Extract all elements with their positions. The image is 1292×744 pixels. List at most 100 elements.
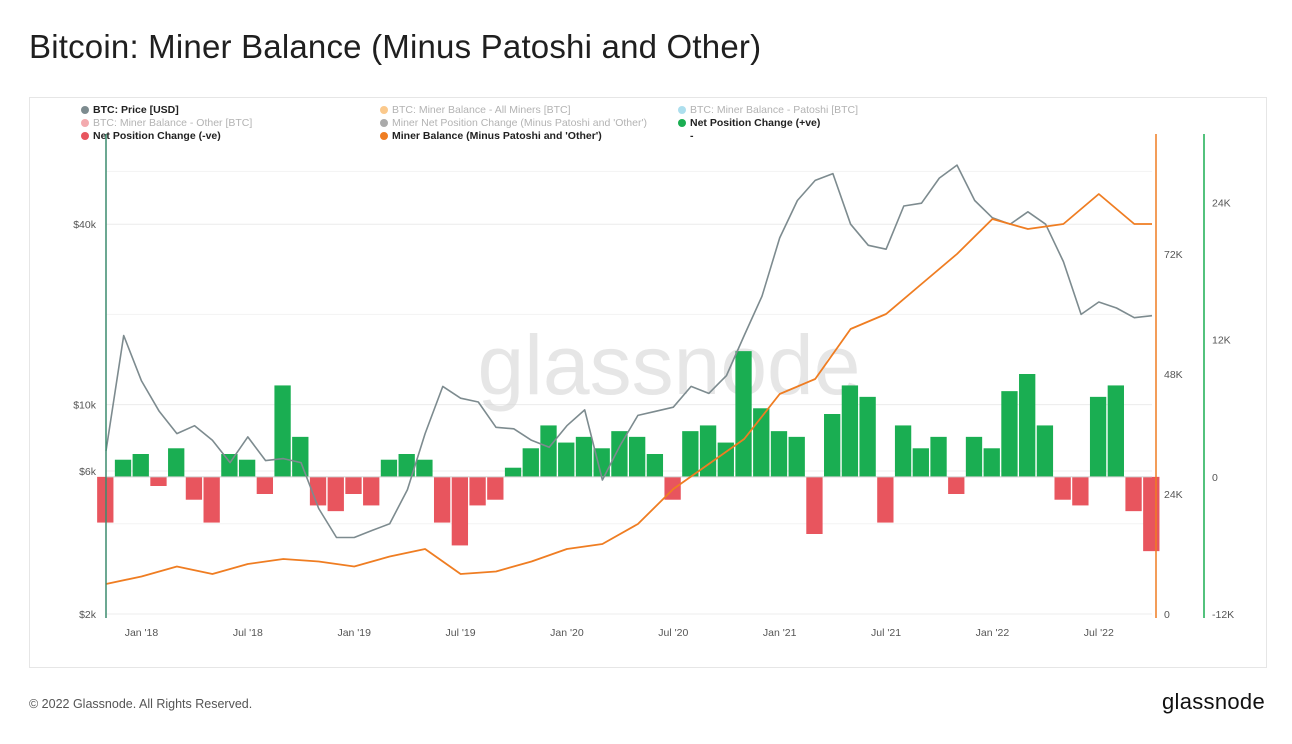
net-change-positive-bar bbox=[522, 448, 539, 477]
net-change-positive-bar bbox=[912, 448, 929, 477]
net-change-positive-bar bbox=[629, 436, 646, 477]
net-change-positive-bar bbox=[753, 408, 770, 477]
legend-label: Miner Net Position Change (Minus Patoshi… bbox=[392, 117, 647, 129]
net-change-positive-bar bbox=[611, 431, 628, 477]
net-change-negative-bar bbox=[469, 476, 486, 506]
net-change-negative-bar bbox=[256, 476, 274, 494]
legend-dot-icon bbox=[81, 132, 89, 140]
legend-dot-icon bbox=[81, 106, 89, 114]
legend-item[interactable]: BTC: Price [USD] bbox=[81, 104, 179, 116]
net-change-positive-bar bbox=[274, 385, 291, 477]
net-change-negative-bar bbox=[185, 476, 203, 500]
legend-item[interactable]: Miner Balance (Minus Patoshi and 'Other'… bbox=[380, 130, 602, 142]
legend-item[interactable]: BTC: Miner Balance - Other [BTC] bbox=[81, 117, 252, 129]
legend-label: BTC: Miner Balance - All Miners [BTC] bbox=[392, 104, 571, 116]
net-change-positive-bar bbox=[221, 454, 238, 477]
y-tick-label-change: -12K bbox=[1212, 609, 1234, 621]
net-change-positive-bar bbox=[132, 454, 149, 477]
y-tick-label-left: $10k bbox=[73, 400, 97, 412]
net-change-negative-bar bbox=[433, 476, 451, 523]
net-change-positive-bar bbox=[646, 454, 664, 477]
watermark-text: glassnode bbox=[478, 318, 861, 412]
y-tick-label-balance: 24K bbox=[1164, 489, 1183, 501]
net-change-positive-bar bbox=[168, 448, 185, 477]
legend-dot-icon bbox=[380, 106, 388, 114]
net-change-positive-bar bbox=[983, 448, 1000, 477]
legend-item[interactable]: BTC: Miner Balance - Patoshi [BTC] bbox=[678, 104, 858, 116]
legend-item[interactable]: Net Position Change (+ve) bbox=[678, 117, 820, 129]
net-change-positive-bar bbox=[859, 396, 876, 477]
net-change-positive-bar bbox=[735, 351, 752, 477]
legend-label: BTC: Miner Balance - Other [BTC] bbox=[93, 117, 253, 129]
y-tick-label-left: $40k bbox=[73, 219, 97, 231]
net-change-negative-bar bbox=[1125, 476, 1142, 512]
legend-dot-icon bbox=[678, 106, 686, 114]
net-change-negative-bar bbox=[1143, 476, 1160, 552]
net-change-positive-bar bbox=[380, 459, 398, 477]
net-change-negative-bar bbox=[948, 476, 965, 494]
legend-item[interactable]: - bbox=[690, 130, 694, 142]
price-line bbox=[105, 164, 1153, 539]
net-change-positive-bar bbox=[416, 459, 433, 477]
net-change-negative-bar bbox=[363, 476, 380, 506]
net-change-positive-bar bbox=[788, 436, 805, 477]
net-change-positive-bar bbox=[717, 442, 734, 477]
legend-item[interactable]: BTC: Miner Balance - All Miners [BTC] bbox=[380, 104, 571, 116]
net-change-negative-bar bbox=[345, 476, 362, 494]
net-change-negative-bar bbox=[150, 476, 167, 486]
legend-label: Net Position Change (-ve) bbox=[93, 130, 221, 142]
net-change-positive-bar bbox=[398, 454, 415, 477]
legend-label: BTC: Price [USD] bbox=[93, 104, 179, 116]
net-change-positive-bar bbox=[575, 436, 593, 477]
legend-label: Net Position Change (+ve) bbox=[690, 117, 821, 129]
net-change-positive-bar bbox=[682, 431, 699, 477]
net-change-negative-bar bbox=[877, 476, 894, 523]
legend-label: Miner Balance (Minus Patoshi and 'Other'… bbox=[392, 130, 602, 142]
net-change-positive-bar bbox=[1001, 391, 1018, 477]
footer-copyright: © 2022 Glassnode. All Rights Reserved. bbox=[29, 697, 253, 711]
x-tick-label: Jan '22 bbox=[976, 627, 1010, 639]
page-title: Bitcoin: Miner Balance (Minus Patoshi an… bbox=[29, 28, 762, 65]
net-change-positive-bar bbox=[1036, 425, 1054, 477]
net-change-positive-bar bbox=[824, 414, 841, 477]
net-change-positive-bar bbox=[894, 425, 912, 477]
legend-item[interactable]: Miner Net Position Change (Minus Patoshi… bbox=[380, 117, 647, 129]
legend-label: BTC: Miner Balance - Patoshi [BTC] bbox=[690, 104, 859, 116]
x-tick-label: Jul '19 bbox=[446, 627, 476, 639]
x-tick-label: Jan '20 bbox=[550, 627, 584, 639]
net-change-positive-bar bbox=[593, 448, 610, 477]
net-change-positive-bar bbox=[770, 431, 788, 477]
legend-dot-icon bbox=[81, 119, 89, 127]
legend-dot-icon bbox=[678, 119, 686, 127]
net-change-positive-bar bbox=[930, 436, 947, 477]
net-change-positive-bar bbox=[1107, 385, 1124, 477]
x-tick-label: Jan '19 bbox=[337, 627, 371, 639]
y-tick-label-balance: 72K bbox=[1164, 249, 1183, 261]
net-change-positive-bar bbox=[114, 459, 132, 477]
net-change-positive-bar bbox=[238, 459, 256, 477]
net-change-positive-bar bbox=[540, 425, 557, 477]
x-tick-label: Jul '20 bbox=[658, 627, 688, 639]
y-tick-label-change: 0 bbox=[1212, 472, 1218, 484]
net-change-positive-bar bbox=[1089, 396, 1107, 477]
legend-dot-icon bbox=[380, 119, 388, 127]
net-change-negative-bar bbox=[1072, 476, 1089, 506]
net-change-positive-bar bbox=[292, 436, 309, 477]
net-change-positive-bar bbox=[965, 436, 983, 477]
x-tick-label: Jan '18 bbox=[125, 627, 159, 639]
glassnode-logo: glassnode bbox=[1162, 689, 1265, 714]
miner-balance-line bbox=[105, 193, 1152, 585]
chart-panel: BTC: Price [USD] BTC: Miner Balance - All… bbox=[29, 97, 1267, 668]
net-change-positive-bar bbox=[558, 442, 575, 477]
net-change-negative-bar bbox=[1054, 476, 1071, 500]
net-change-positive-bar bbox=[699, 425, 717, 477]
x-tick-label: Jul '22 bbox=[1084, 627, 1114, 639]
y-tick-label-balance: 0 bbox=[1164, 609, 1170, 621]
y-tick-label-change: 12K bbox=[1212, 335, 1231, 347]
net-change-positive-bar bbox=[841, 385, 859, 477]
y-tick-label-change: 24K bbox=[1212, 198, 1231, 210]
x-tick-label: Jul '21 bbox=[871, 627, 901, 639]
legend-item[interactable]: Net Position Change (-ve) bbox=[81, 130, 221, 142]
legend-label: - bbox=[690, 130, 694, 142]
x-tick-label: Jan '21 bbox=[763, 627, 797, 639]
